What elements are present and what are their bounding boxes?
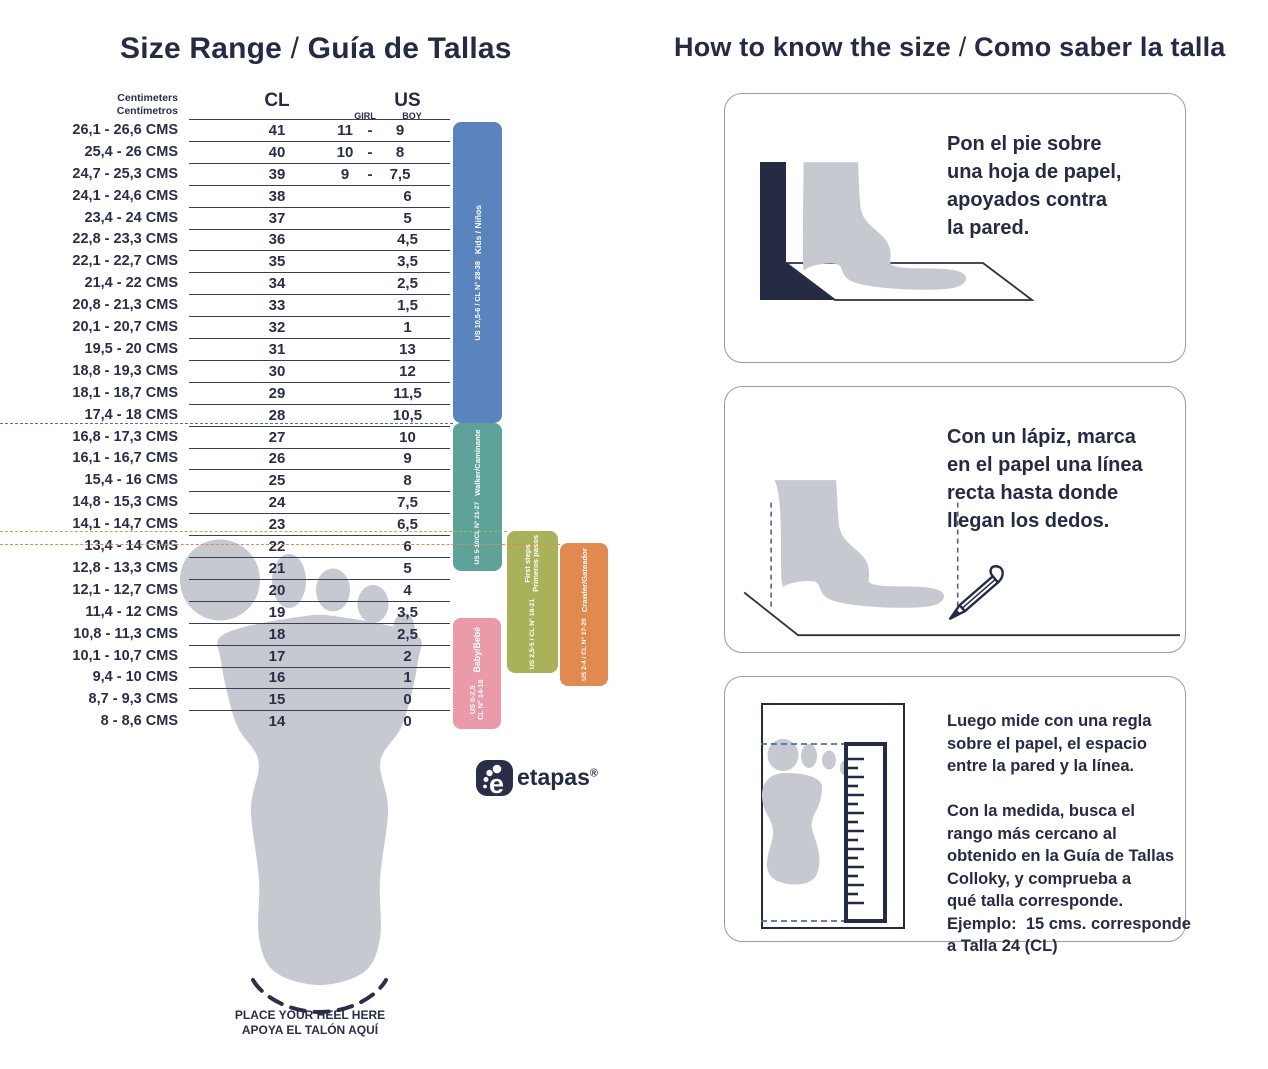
svg-text:e: e (489, 769, 504, 799)
